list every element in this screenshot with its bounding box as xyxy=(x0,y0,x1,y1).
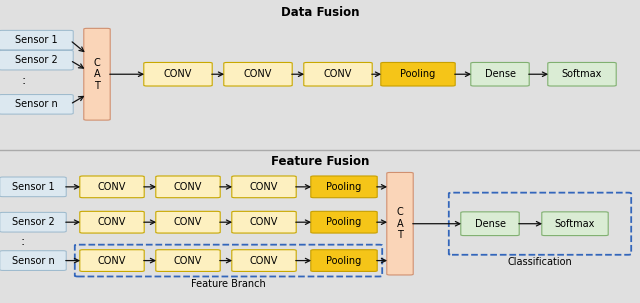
Text: CONV: CONV xyxy=(164,69,192,79)
Text: Dense: Dense xyxy=(484,69,515,79)
FancyBboxPatch shape xyxy=(156,211,220,233)
FancyBboxPatch shape xyxy=(232,250,296,271)
FancyBboxPatch shape xyxy=(304,62,372,86)
FancyBboxPatch shape xyxy=(0,251,66,270)
Text: Sensor 1: Sensor 1 xyxy=(12,182,54,192)
Text: Classification: Classification xyxy=(508,257,572,267)
FancyBboxPatch shape xyxy=(0,212,66,232)
Text: CONV: CONV xyxy=(324,69,352,79)
Text: CONV: CONV xyxy=(250,255,278,266)
Text: Sensor 2: Sensor 2 xyxy=(15,55,58,65)
FancyBboxPatch shape xyxy=(156,176,220,198)
Text: Pooling: Pooling xyxy=(401,69,436,79)
FancyBboxPatch shape xyxy=(0,30,73,50)
Text: Pooling: Pooling xyxy=(326,182,362,192)
FancyBboxPatch shape xyxy=(224,62,292,86)
Text: Pooling: Pooling xyxy=(326,217,362,227)
FancyBboxPatch shape xyxy=(0,177,66,197)
Text: :: : xyxy=(22,74,26,87)
Text: CONV: CONV xyxy=(98,217,126,227)
Text: Softmax: Softmax xyxy=(555,219,595,229)
FancyBboxPatch shape xyxy=(387,172,413,275)
Text: Sensor 1: Sensor 1 xyxy=(15,35,58,45)
Text: C
A
T: C A T xyxy=(397,207,403,240)
FancyBboxPatch shape xyxy=(461,212,519,236)
FancyBboxPatch shape xyxy=(80,250,144,271)
Text: Softmax: Softmax xyxy=(562,69,602,79)
FancyBboxPatch shape xyxy=(144,62,212,86)
FancyBboxPatch shape xyxy=(548,62,616,86)
Text: CONV: CONV xyxy=(174,182,202,192)
FancyBboxPatch shape xyxy=(311,250,377,271)
FancyBboxPatch shape xyxy=(80,211,144,233)
FancyBboxPatch shape xyxy=(311,211,377,233)
FancyBboxPatch shape xyxy=(471,62,529,86)
Text: CONV: CONV xyxy=(98,255,126,266)
FancyBboxPatch shape xyxy=(84,28,110,120)
Text: CONV: CONV xyxy=(250,182,278,192)
Text: :: : xyxy=(21,235,25,248)
FancyBboxPatch shape xyxy=(542,212,608,236)
FancyBboxPatch shape xyxy=(0,50,73,70)
FancyBboxPatch shape xyxy=(80,176,144,198)
Text: C
A
T: C A T xyxy=(93,58,100,91)
FancyBboxPatch shape xyxy=(0,95,73,114)
FancyBboxPatch shape xyxy=(381,62,455,86)
Text: CONV: CONV xyxy=(98,182,126,192)
Text: CONV: CONV xyxy=(250,217,278,227)
FancyBboxPatch shape xyxy=(232,211,296,233)
Text: Feature Fusion: Feature Fusion xyxy=(271,155,369,168)
Text: Feature Branch: Feature Branch xyxy=(191,279,266,289)
FancyBboxPatch shape xyxy=(311,176,377,198)
FancyBboxPatch shape xyxy=(232,176,296,198)
Text: Sensor 2: Sensor 2 xyxy=(12,217,54,227)
Text: Dense: Dense xyxy=(474,219,506,229)
Text: Pooling: Pooling xyxy=(326,255,362,266)
Text: CONV: CONV xyxy=(244,69,272,79)
Text: Data Fusion: Data Fusion xyxy=(281,5,359,18)
FancyBboxPatch shape xyxy=(156,250,220,271)
Text: CONV: CONV xyxy=(174,217,202,227)
Text: Sensor n: Sensor n xyxy=(15,99,58,109)
Text: Sensor n: Sensor n xyxy=(12,255,54,266)
Text: CONV: CONV xyxy=(174,255,202,266)
